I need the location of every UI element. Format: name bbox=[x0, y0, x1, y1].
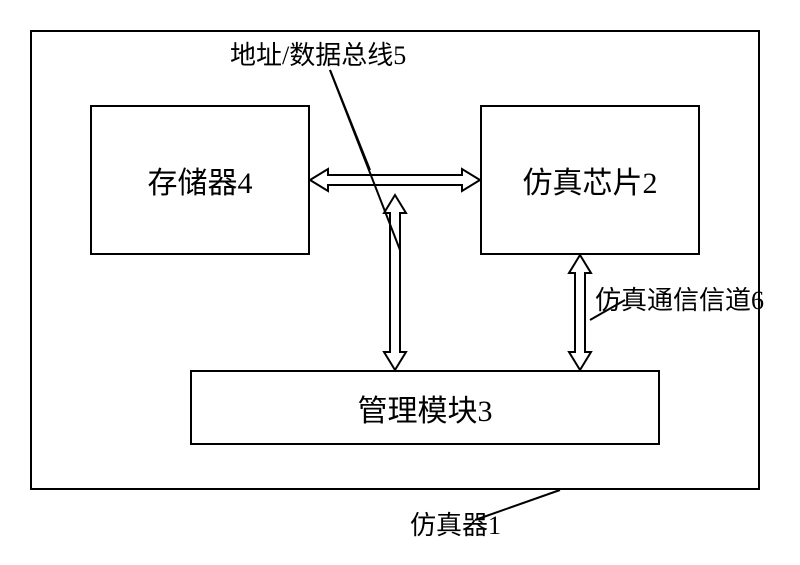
memory-box: 存储器4 bbox=[90, 105, 310, 255]
channel-label: 仿真通信信道6 bbox=[595, 280, 764, 317]
memory-box-label: 存储器4 bbox=[148, 158, 253, 202]
chip-box-label: 仿真芯片2 bbox=[523, 158, 658, 202]
bus-label: 地址/数据总线5 bbox=[230, 35, 406, 72]
diagram-canvas: 存储器4 仿真芯片2 管理模块3 地址/数据总线5 仿真通信信道6 仿真器1 bbox=[0, 0, 800, 565]
management-box-label: 管理模块3 bbox=[358, 386, 493, 430]
management-box: 管理模块3 bbox=[190, 370, 660, 445]
emulator-label: 仿真器1 bbox=[410, 505, 501, 542]
chip-box: 仿真芯片2 bbox=[480, 105, 700, 255]
